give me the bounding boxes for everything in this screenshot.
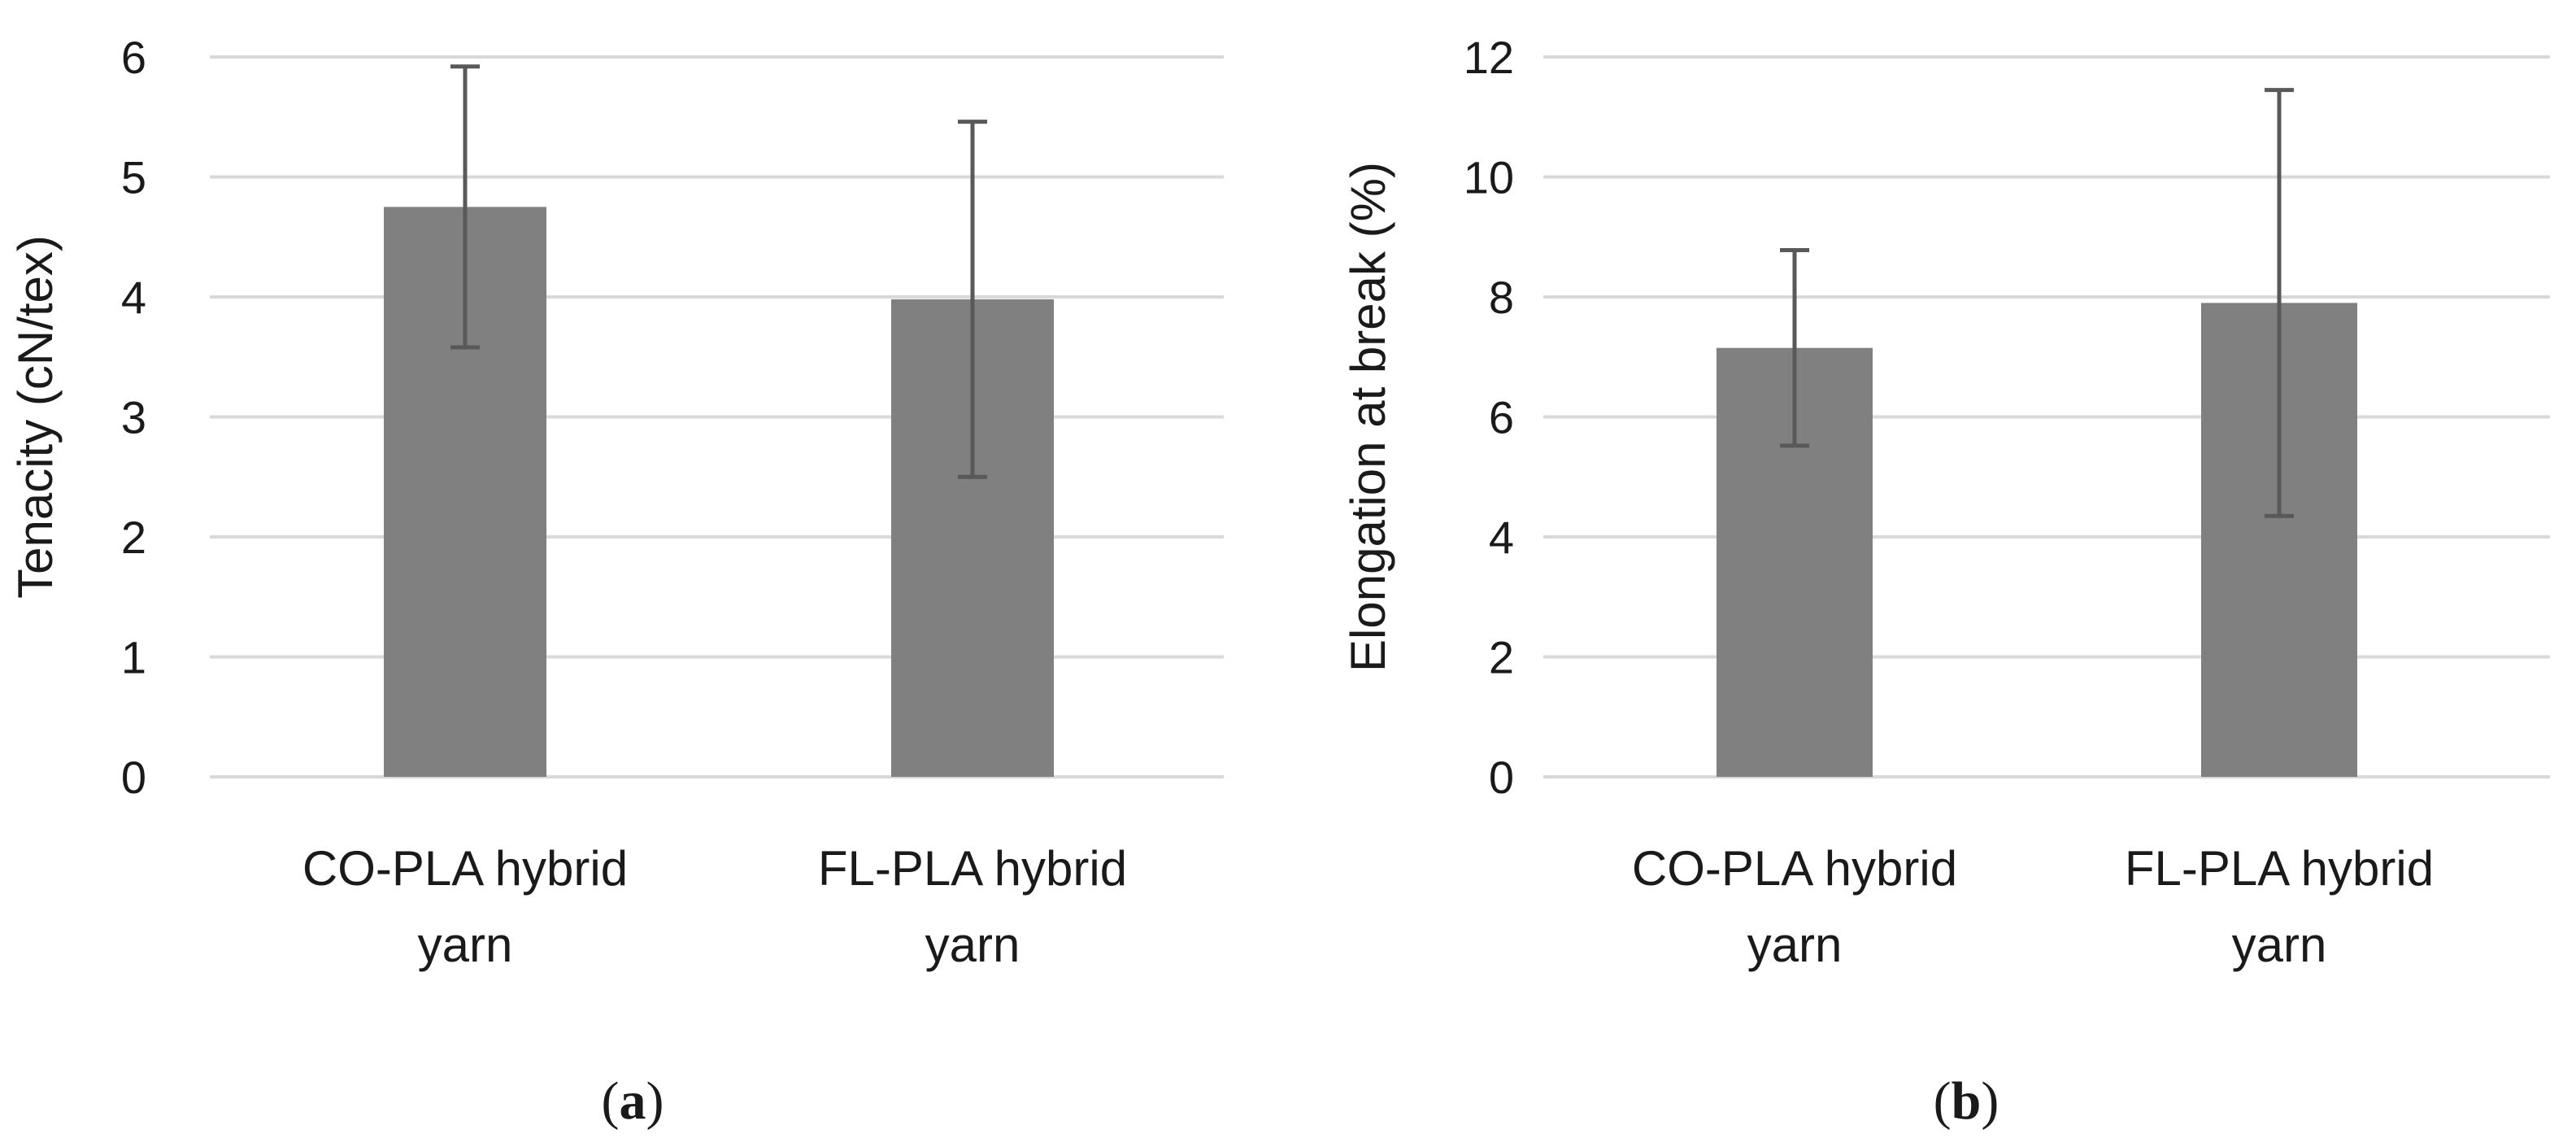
y-tick-label-a-0: 0 — [121, 752, 146, 803]
category-label-a-1-line-1: CO-PLA hybrid — [302, 841, 628, 896]
chart-panel-b: 0 2 4 6 8 10 12 Elongation at break (%) CO-PLA h… — [1341, 32, 2550, 972]
caption-b: (b) — [1934, 1071, 1999, 1131]
y-axis-label-a: Tenacity (cN/tex) — [8, 235, 63, 599]
y-tick-label-a-5: 5 — [121, 152, 146, 203]
y-tick-label-b-10: 10 — [1464, 152, 1514, 203]
y-tick-label-a-6: 6 — [121, 32, 146, 83]
category-label-b-1-line-1: CO-PLA hybrid — [1632, 841, 1957, 896]
y-tick-label-a-1: 1 — [121, 632, 146, 683]
y-axis-label-b: Elongation at break (%) — [1341, 162, 1395, 672]
category-label-a-2-line-1: FL-PLA hybrid — [818, 841, 1127, 896]
y-tick-label-b-8: 8 — [1489, 272, 1514, 323]
y-tick-label-a-4: 4 — [121, 272, 146, 323]
y-tick-label-b-6: 6 — [1489, 392, 1514, 443]
caption-a: (a) — [602, 1071, 664, 1131]
y-tick-label-b-4: 4 — [1489, 512, 1514, 563]
y-tick-label-b-0: 0 — [1489, 752, 1514, 803]
y-tick-label-a-3: 3 — [121, 392, 146, 443]
category-label-a-1-line-2: yarn — [418, 918, 513, 972]
y-tick-label-b-12: 12 — [1464, 32, 1514, 83]
y-tick-label-b-2: 2 — [1489, 632, 1514, 683]
y-tick-label-a-2: 2 — [121, 512, 146, 563]
category-label-b-2-line-2: yarn — [2232, 918, 2327, 972]
category-label-b-2-line-1: FL-PLA hybrid — [2125, 841, 2434, 896]
chart-panel-a: 0 1 2 3 4 5 6 Tenacity (cN/tex) CO-PLA hybrid yar… — [8, 32, 1224, 972]
category-label-a-2-line-2: yarn — [925, 918, 1020, 972]
category-label-b-1-line-2: yarn — [1747, 918, 1843, 972]
